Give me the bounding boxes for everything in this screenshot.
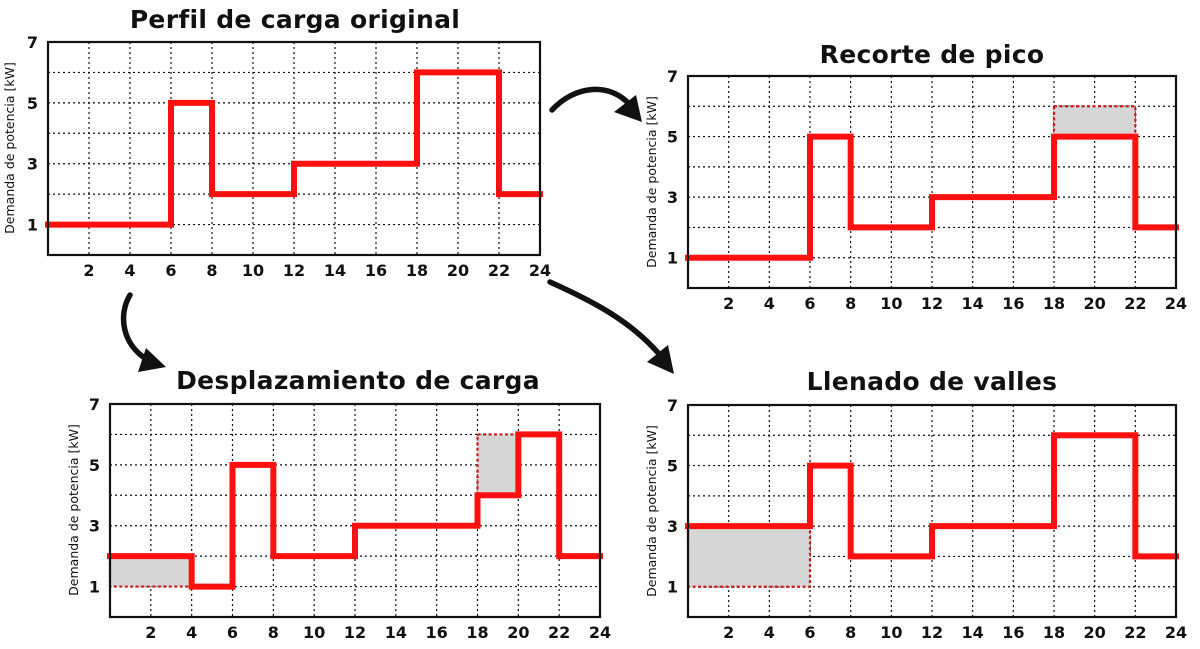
panel-original-load-profile: Perfil de carga original Demanda de poten… [2, 5, 551, 280]
x-tick-label: 16 [365, 261, 387, 280]
x-tick-label: 12 [921, 294, 943, 313]
panel-peak-shaving: Recorte de pico Demanda de potencia [kW] 2… [644, 40, 1187, 313]
y-tick-label: 7 [89, 395, 100, 414]
y-axis-label: Demanda de potencia [kW] [66, 424, 81, 596]
x-tick-label: 8 [845, 294, 856, 313]
arrow-to-peak-shaving [549, 86, 642, 122]
x-tick-label: 16 [426, 623, 448, 642]
chart-title: Desplazamiento de carga [176, 366, 540, 395]
x-tick-label: 14 [324, 261, 346, 280]
x-tick-label: 18 [466, 623, 488, 642]
shaded-region [686, 525, 812, 588]
y-axis-label: Demanda de potencia [kW] [2, 62, 17, 234]
x-tick-label: 6 [804, 294, 815, 313]
x-tick-label: 16 [1002, 294, 1024, 313]
y-tick-label: 3 [667, 188, 678, 207]
y-tick-label: 1 [667, 249, 678, 268]
y-tick-label: 1 [667, 578, 678, 597]
x-tick-label: 2 [83, 261, 94, 280]
x-tick-label: 8 [268, 623, 279, 642]
x-tick-label: 24 [1165, 294, 1187, 313]
y-tick-label: 5 [89, 456, 100, 475]
x-tick-label: 22 [488, 261, 510, 280]
arrow-to-load-shifting [120, 292, 166, 372]
x-tick-label: 22 [548, 623, 570, 642]
arrow-to-valley-filling [547, 279, 674, 374]
y-tick-label: 7 [27, 33, 38, 52]
x-tick-label: 10 [242, 261, 264, 280]
panel-valley-filling: Llenado de valles Demanda de potencia [kW… [644, 367, 1187, 642]
x-tick-label: 8 [845, 623, 856, 642]
y-tick-label: 7 [667, 67, 678, 86]
x-tick-label: 20 [1084, 623, 1106, 642]
x-tick-label: 4 [764, 623, 775, 642]
x-tick-label: 2 [145, 623, 156, 642]
x-tick-label: 22 [1124, 294, 1146, 313]
plot-frame [46, 40, 542, 257]
x-tick-label: 6 [804, 623, 815, 642]
x-tick-label: 12 [921, 623, 943, 642]
y-tick-label: 3 [667, 517, 678, 536]
x-tick-label: 14 [962, 294, 984, 313]
x-tick-label: 12 [344, 623, 366, 642]
x-tick-label: 16 [1002, 623, 1024, 642]
x-tick-label: 12 [283, 261, 305, 280]
y-tick-label: 5 [27, 94, 38, 113]
shaded-region [476, 433, 520, 497]
y-tick-label: 7 [667, 396, 678, 415]
x-tick-label: 10 [303, 623, 325, 642]
x-tick-label: 20 [447, 261, 469, 280]
x-tick-label: 6 [165, 261, 176, 280]
y-tick-label: 5 [667, 457, 678, 476]
x-tick-label: 4 [764, 294, 775, 313]
y-tick-label: 3 [89, 517, 100, 536]
x-tick-label: 14 [385, 623, 407, 642]
chart-title: Llenado de valles [807, 367, 1058, 396]
x-tick-label: 10 [880, 294, 902, 313]
x-tick-label: 4 [124, 261, 135, 280]
x-tick-label: 20 [1084, 294, 1106, 313]
load-profile-line [107, 431, 603, 590]
x-tick-label: 24 [529, 261, 551, 280]
x-tick-label: 20 [507, 623, 529, 642]
x-tick-label: 2 [723, 623, 734, 642]
x-tick-label: 10 [880, 623, 902, 642]
y-tick-label: 1 [27, 216, 38, 235]
x-tick-label: 2 [723, 294, 734, 313]
x-tick-label: 18 [1043, 623, 1065, 642]
x-tick-label: 8 [206, 261, 217, 280]
x-tick-label: 6 [227, 623, 238, 642]
panel-load-shifting: Desplazamiento de carga Demanda de potenc… [66, 366, 611, 642]
plot-frame [108, 402, 602, 619]
load-profile-line [685, 432, 1179, 560]
x-tick-label: 22 [1124, 623, 1146, 642]
x-tick-label: 24 [1165, 623, 1187, 642]
y-tick-label: 3 [27, 155, 38, 174]
shaded-region [108, 555, 193, 588]
x-tick-label: 24 [589, 623, 611, 642]
shaded-region [1052, 105, 1137, 138]
plot-frame [686, 74, 1178, 290]
load-profile-line [685, 133, 1179, 261]
y-axis-label: Demanda de potencia [kW] [644, 425, 659, 597]
chart-title: Perfil de carga original [130, 5, 460, 34]
x-tick-label: 18 [406, 261, 428, 280]
chart-title: Recorte de pico [820, 40, 1045, 69]
plot-frame [686, 403, 1178, 619]
y-axis-label: Demanda de potencia [kW] [644, 96, 659, 268]
load-profile-line [45, 69, 543, 228]
x-tick-label: 14 [962, 623, 984, 642]
x-tick-label: 18 [1043, 294, 1065, 313]
y-tick-label: 5 [667, 128, 678, 147]
y-tick-label: 1 [89, 578, 100, 597]
x-tick-label: 4 [186, 623, 197, 642]
